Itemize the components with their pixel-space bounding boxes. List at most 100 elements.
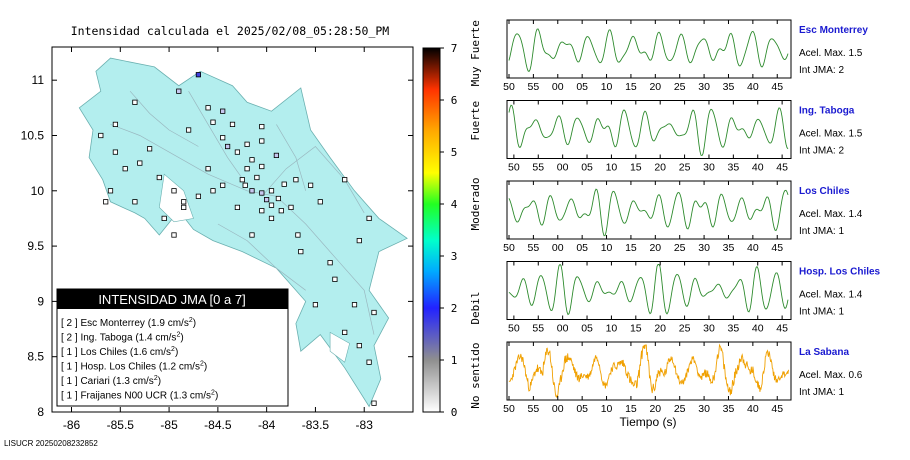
trace-frame [506, 19, 792, 79]
colorbar-category-label: No sentido [469, 342, 482, 408]
station-marker [181, 204, 187, 210]
station-marker [195, 193, 201, 199]
station-marker [205, 166, 211, 172]
colorbar-category-label: Moderado [469, 178, 482, 231]
acel-max: Acel. Max. 1.5 [799, 129, 863, 140]
station-marker [210, 119, 216, 125]
station-marker [244, 141, 250, 147]
trace-tick-label: 50 [503, 403, 515, 415]
legend-header [57, 289, 288, 309]
y-tick-label: 9.5 [27, 239, 44, 253]
colorbar: 0 1 2 3 4 5 6 7 No sentido Debil Moderado Fuerte Mu… [422, 20, 482, 419]
station-marker [137, 160, 143, 166]
trace-tick-label: 00 [552, 242, 564, 254]
y-tick-label: 10.5 [21, 128, 45, 142]
station-marker [249, 157, 255, 163]
trace-tick-label: 55 [532, 162, 544, 174]
waveform-line [508, 104, 789, 157]
station-marker [356, 342, 362, 349]
trace-tick-label: 10 [606, 162, 618, 174]
station-marker [161, 215, 167, 221]
trace-tick-label: 15 [625, 242, 637, 254]
station-marker [259, 190, 265, 196]
map-title: Intensidad calculada el 2025/02/08_05:28… [71, 24, 390, 38]
trace-tick-label: 10 [601, 242, 613, 254]
station-marker [171, 232, 177, 238]
colorbar-ticks: 0 1 2 3 4 5 6 7 [440, 42, 458, 419]
station-name: Hosp. Los Chiles [799, 267, 881, 278]
waveform-line [508, 28, 789, 73]
trace-tick-label: 30 [698, 242, 710, 254]
trace-tick-label: 30 [703, 162, 715, 174]
station-marker [249, 188, 255, 194]
colorbar-category-label: Fuerte [469, 101, 482, 141]
x-tick-label: -85.5 [107, 418, 135, 432]
trace-tick-label: 45 [771, 81, 783, 93]
legend-item: [ 1 ] Fraijanes N00 UCR (1.3 cm/s2) [61, 390, 218, 402]
trace-tick-label: 50 [508, 323, 520, 335]
colorbar-tick-label: 5 [451, 146, 458, 159]
trace-panel: 50 55 00 05 10 15 20 25 30 35 40 45 La Sabana Acel. M… [503, 341, 863, 415]
station-marker [98, 132, 104, 139]
map-content [78, 57, 408, 408]
trace-tick-label: 40 [752, 162, 764, 174]
trace-tick-label: 35 [728, 162, 740, 174]
trace-tick-label: 15 [630, 323, 642, 335]
road-line [129, 90, 199, 147]
station-marker [327, 260, 333, 266]
station-marker [103, 199, 109, 205]
station-name: La Sabana [799, 347, 849, 358]
station-marker [181, 199, 187, 205]
x-tick-label: -83.5 [302, 418, 330, 432]
road-line [217, 223, 306, 291]
station-marker [312, 302, 319, 308]
map-x-axis: -86 -85.5 -85 -84.5 -84 -83.5 -83 [63, 47, 373, 432]
trace-tick-label: 55 [528, 81, 540, 93]
trace-tick-label: 05 [581, 162, 593, 174]
station-marker [342, 177, 348, 183]
trace-tick-label: 55 [532, 323, 544, 335]
trace-tick-label: 45 [776, 323, 788, 335]
station-marker [281, 181, 287, 187]
y-tick-label: 10 [31, 184, 45, 198]
station-marker [273, 152, 280, 158]
station-marker [112, 149, 118, 155]
trace-tick-label: 35 [728, 323, 740, 335]
trace-tick-label: 25 [679, 162, 691, 174]
station-marker [259, 163, 265, 170]
trace-tick-label: 05 [576, 81, 588, 93]
station-marker [229, 121, 236, 127]
acel-max: Acel. Max. 1.4 [799, 209, 863, 220]
legend-item: [ 2 ] Ing. Taboga (1.4 cm/s2) [61, 332, 184, 344]
station-marker [259, 124, 265, 130]
trace-panels: 50 55 00 05 10 15 20 25 30 35 40 45 Esc Monterrey Ace… [503, 19, 881, 415]
trace-tick-label: 10 [606, 323, 618, 335]
waveform-line [508, 263, 789, 316]
station-marker [132, 99, 138, 105]
station-marker [298, 248, 304, 255]
trace-panel: 50 55 00 05 10 15 20 25 30 35 40 45 Esc Monterrey Ace… [503, 19, 868, 93]
trace-tick-label: 35 [723, 403, 735, 415]
trace-tick-label: 10 [601, 81, 613, 93]
trace-tick-label: 05 [581, 323, 593, 335]
trace-tick-label: 25 [674, 403, 686, 415]
road-line [276, 124, 307, 191]
station-marker [351, 302, 358, 308]
colorbar-labels: No sentido Debil Moderado Fuerte Muy Fuerte [469, 20, 482, 409]
x-tick-label: -85 [160, 418, 178, 432]
legend-item: [ 1 ] Cariari (1.3 cm/s2) [61, 375, 161, 387]
station-marker [146, 146, 153, 152]
colorbar-tick-label: 6 [451, 94, 458, 107]
trace-tick-label: 35 [723, 242, 735, 254]
colorbar-tick-label: 2 [451, 302, 458, 315]
int-jma: Int JMA: 1 [799, 307, 844, 318]
trace-tick-label: 50 [508, 162, 520, 174]
int-jma: Int JMA: 1 [799, 226, 844, 237]
trace-tick-label: 45 [771, 242, 783, 254]
x-tick-label: -84 [258, 418, 276, 432]
station-marker [122, 166, 128, 172]
station-marker [176, 88, 182, 94]
trace-tick-label: 50 [503, 81, 515, 93]
station-marker [244, 166, 250, 172]
legend-item: [ 1 ] Hosp. Los Chiles (1.2 cm/s2) [61, 361, 207, 373]
